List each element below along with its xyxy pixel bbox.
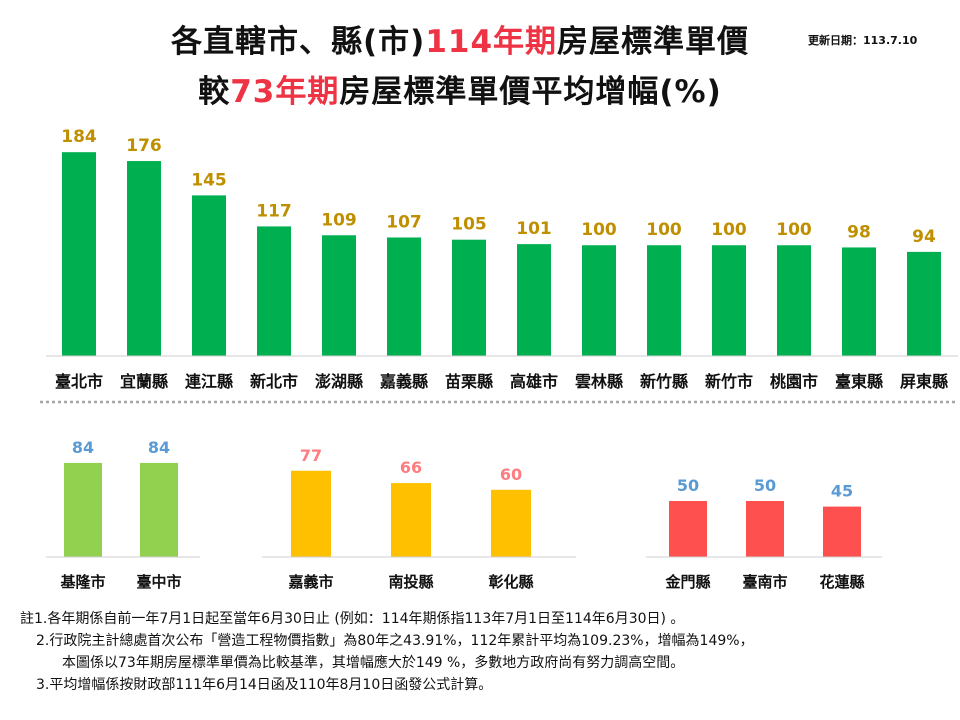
category-label: 新竹縣 (640, 372, 688, 391)
category-label: 臺中市 (136, 573, 181, 591)
bar (746, 501, 784, 557)
bar (823, 506, 861, 557)
data-label: 84 (148, 438, 170, 457)
data-label: 45 (831, 482, 853, 501)
data-label: 109 (321, 210, 357, 230)
data-label: 84 (72, 438, 94, 457)
data-label: 94 (912, 227, 936, 247)
note-2: 2.行政院主計總處首次公布「營造工程物價指數」為80年之43.91%，112年累… (36, 633, 754, 649)
data-label: 50 (754, 476, 776, 495)
note-3: 3.平均增幅係按財政部111年6月14日函及110年8月10日函發公式計算。 (36, 677, 493, 693)
bar (192, 195, 226, 356)
category-label: 桃園市 (770, 372, 818, 391)
category-label: 南投縣 (388, 573, 433, 591)
data-label: 60 (500, 465, 522, 484)
data-label: 107 (386, 212, 422, 232)
category-label: 彰化縣 (488, 573, 533, 591)
category-label: 嘉義市 (287, 573, 333, 591)
note-2-cont: 本圖係以73年期房屋標準單價為比較基準，其增幅應大於149 %，多數地方政府尚有… (62, 655, 685, 671)
bar (669, 501, 707, 557)
bar (582, 245, 616, 356)
chart-title-line1: 各直轄市、縣(市)114年期房屋標準單價 (0, 22, 940, 62)
bar (127, 161, 161, 356)
data-label: 100 (646, 220, 682, 240)
title-part: 較 (198, 74, 231, 110)
data-label: 66 (400, 458, 422, 477)
bar (387, 237, 421, 356)
chart-canvas: 184 臺北市 176 宜蘭縣 145 連江縣 117 新北市 109 澎湖縣 107 嘉義縣 105 苗… (40, 127, 958, 591)
title-highlight: 73年期 (230, 74, 340, 110)
category-label: 花蓮縣 (819, 573, 864, 591)
bar (452, 239, 486, 356)
data-label: 100 (776, 220, 812, 240)
category-label: 新竹市 (705, 372, 753, 391)
bar (322, 235, 356, 356)
category-label: 金門縣 (664, 573, 710, 591)
bar (140, 462, 178, 557)
data-label: 105 (451, 215, 487, 235)
data-label: 145 (191, 170, 227, 190)
bar (291, 470, 331, 557)
category-label: 澎湖縣 (315, 372, 363, 391)
note-1: 註1.各年期係自前一年7月1日起至當年6月30日止 (例如：114年期係指113… (20, 611, 685, 627)
data-label: 77 (300, 446, 322, 465)
update-date: 更新日期：113.7.10 (808, 34, 918, 47)
data-label: 100 (711, 220, 747, 240)
data-label: 98 (847, 222, 871, 242)
category-label: 嘉義縣 (379, 372, 428, 391)
bar (712, 245, 746, 356)
title-part: 房屋標準單價平均增幅(%) (339, 74, 722, 110)
title-part: 各直轄市、縣(市) (170, 24, 426, 60)
category-label: 雲林縣 (575, 372, 623, 391)
bar (257, 226, 291, 356)
data-label: 117 (256, 201, 292, 221)
category-label: 高雄市 (510, 372, 558, 391)
category-label: 臺東縣 (835, 372, 883, 391)
category-label: 屏東縣 (900, 372, 948, 391)
chart-title-line2: 較73年期房屋標準單價平均增幅(%) (0, 72, 940, 112)
bar (491, 489, 531, 557)
bar (64, 462, 102, 557)
category-label: 基隆市 (59, 573, 105, 591)
bar (517, 244, 551, 356)
data-label: 176 (126, 136, 162, 156)
category-label: 新北市 (250, 372, 298, 391)
bar (647, 245, 681, 356)
footnotes: 註1.各年期係自前一年7月1日起至當年6月30日止 (例如：114年期係指113… (20, 608, 950, 696)
category-label: 臺南市 (742, 573, 787, 591)
category-label: 苗栗縣 (445, 372, 493, 391)
category-label: 宜蘭縣 (120, 372, 168, 391)
title-part: 房屋標準單價 (557, 24, 750, 60)
data-label: 50 (677, 476, 699, 495)
bar (842, 247, 876, 356)
bar (62, 152, 96, 356)
bar (391, 483, 431, 557)
title-highlight: 114年期 (425, 24, 558, 60)
data-label: 100 (581, 220, 617, 240)
category-label: 臺北市 (55, 372, 103, 391)
category-label: 連江縣 (185, 372, 233, 391)
bar (907, 251, 941, 356)
data-label: 101 (516, 219, 552, 239)
bar (777, 245, 811, 356)
data-label: 184 (61, 127, 97, 147)
